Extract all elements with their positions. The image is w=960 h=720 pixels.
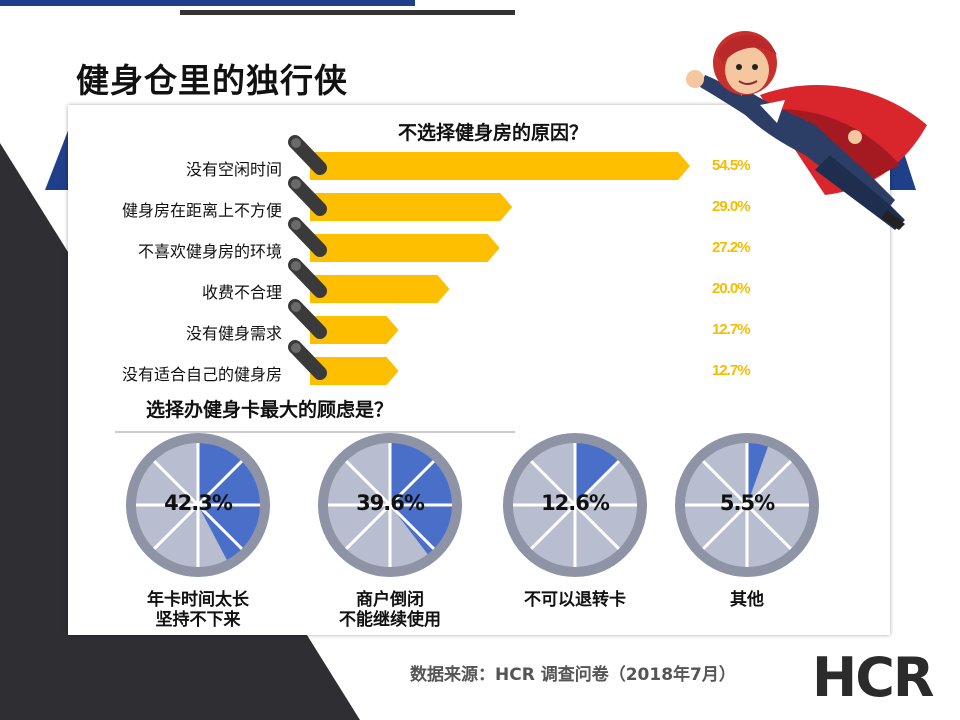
bar-category-label: 不喜欢健身房的环境 <box>137 242 282 261</box>
pie-slice <box>575 443 620 505</box>
bar-category-label: 没有健身需求 <box>185 324 282 343</box>
bar-value-label: 12.7% <box>712 362 751 379</box>
pie-value-label: 42.3% <box>164 491 233 515</box>
pie-value-label: 12.6% <box>541 491 610 515</box>
bar-5 <box>288 340 399 385</box>
bar-value-label: 54.5% <box>712 157 751 174</box>
pie-caption-line: 其他 <box>730 590 764 610</box>
pie-value-label: 39.6% <box>356 491 425 515</box>
bar-category-label: 健身房在距离上不方便 <box>121 201 282 220</box>
pie-slice <box>747 442 769 505</box>
bar-category-label: 收费不合理 <box>201 283 282 302</box>
pie-caption: 其他 <box>667 590 827 610</box>
hcr-logo: HCR <box>812 646 934 709</box>
pie-caption: 年卡时间太长 坚持不下来 <box>118 590 278 630</box>
bar-chart <box>288 135 690 385</box>
top-stripe-navy <box>0 0 415 6</box>
top-stripe-dark <box>180 10 515 15</box>
pie-chart-title: 选择办健身卡最大的顾虑是？ <box>146 399 394 421</box>
bar-4 <box>288 299 399 344</box>
pie-caption: 商户倒闭 不能继续使用 <box>310 590 470 630</box>
pie-caption-line: 年卡时间太长 <box>147 590 249 610</box>
bar-category-label: 没有适合自己的健身房 <box>121 365 282 384</box>
pie-caption-line: 商户倒闭 <box>356 590 424 610</box>
bar-value-label: 27.2% <box>712 239 751 256</box>
pie-3 <box>675 433 819 577</box>
bar-0 <box>288 135 690 180</box>
bar-chart-title: 不选择健身房的原因？ <box>398 122 589 144</box>
pie-2 <box>503 433 647 577</box>
bar-value-label: 20.0% <box>712 280 751 297</box>
pie-caption-line: 坚持不下来 <box>155 610 241 630</box>
superhero-illustration <box>686 31 927 230</box>
bar-category-label: 没有空闲时间 <box>185 160 282 179</box>
pie-caption-line: 不可以退转卡 <box>524 590 626 610</box>
pie-slice <box>390 443 452 555</box>
page-title: 健身仓里的独行侠 <box>76 61 348 100</box>
pie-caption-line: 不能继续使用 <box>339 610 441 630</box>
bar-1 <box>288 176 513 221</box>
pie-value-label: 5.5% <box>719 491 775 515</box>
pie-0 <box>126 433 270 577</box>
bar-3 <box>288 258 450 303</box>
pie-caption: 不可以退转卡 <box>495 590 655 610</box>
pie-slice <box>198 443 261 560</box>
pie-1 <box>318 433 462 577</box>
bar-value-label: 12.7% <box>712 321 751 338</box>
data-source: 数据来源：HCR 调查问卷（2018年7月） <box>410 665 736 685</box>
bar-2 <box>288 217 500 262</box>
bar-value-label: 29.0% <box>712 198 751 215</box>
